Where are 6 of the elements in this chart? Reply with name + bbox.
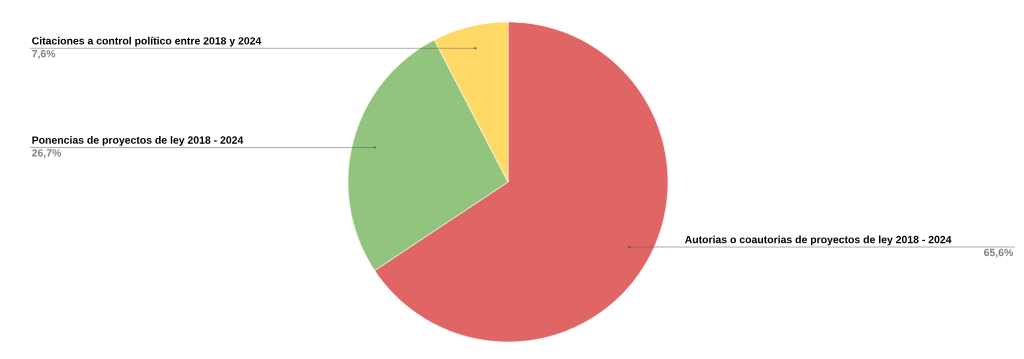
data-label: 7,6% xyxy=(32,50,56,59)
slice-label: Autorias o coautorias de proyectos de ley 2018 - 2024 xyxy=(684,235,952,246)
slice-label: Ponencias de proyectos de ley 2018 - 2024 xyxy=(32,136,244,146)
data-label: 65,6% xyxy=(984,248,1014,258)
slice-label: Citaciones a control político entre 2018 y 2024 xyxy=(32,36,262,47)
data-label: 26,7% xyxy=(32,149,62,159)
